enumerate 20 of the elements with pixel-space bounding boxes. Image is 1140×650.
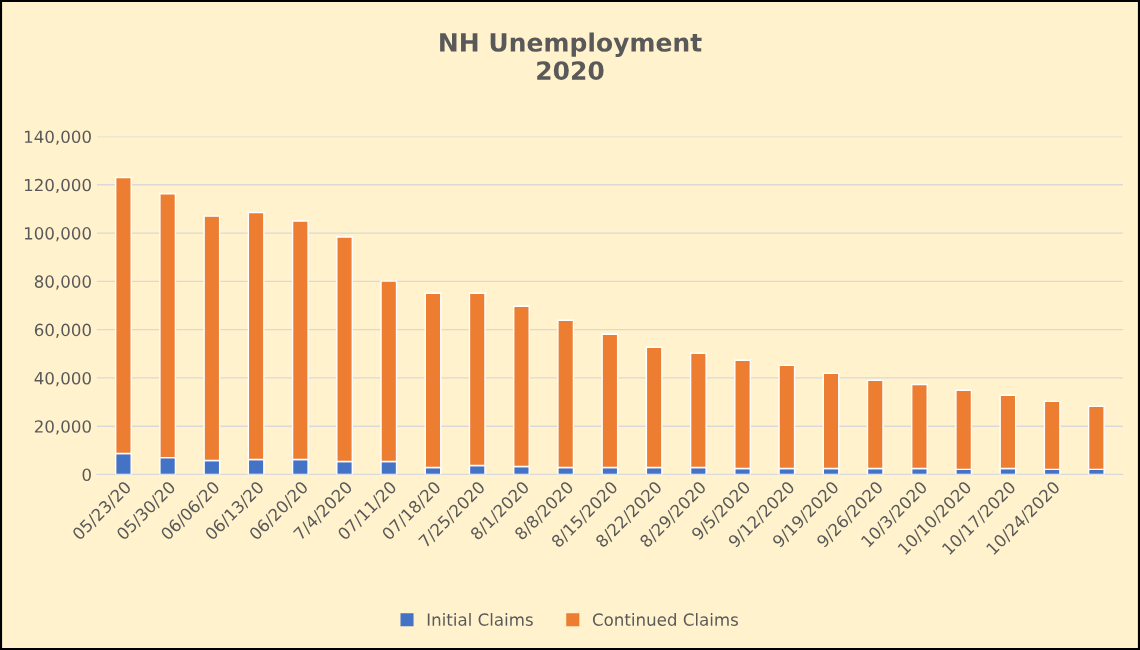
y-tick-label: 40,000 <box>34 371 91 387</box>
y-tick-label: 100,000 <box>24 227 91 242</box>
bar <box>1043 400 1061 471</box>
y-tick-label: 140,000 <box>24 130 91 145</box>
bar <box>822 372 840 470</box>
chart-title: NH Unemployment 2020 <box>440 32 702 81</box>
bar <box>866 379 884 470</box>
bar <box>911 383 928 470</box>
y-tick-label: 80,000 <box>34 275 91 290</box>
legend-label: Continued Claims <box>592 613 738 626</box>
y-tick-label: 20,000 <box>34 420 91 435</box>
bar <box>999 394 1017 470</box>
bar <box>734 359 752 470</box>
legend-label: Initial Claims <box>427 613 533 626</box>
bar <box>955 389 973 471</box>
bar <box>778 364 796 470</box>
y-tick-label: 0 <box>82 468 91 482</box>
y-tick-label: 60,000 <box>34 323 91 338</box>
bar <box>1087 405 1105 471</box>
y-tick-label: 120,000 <box>24 178 91 194</box>
